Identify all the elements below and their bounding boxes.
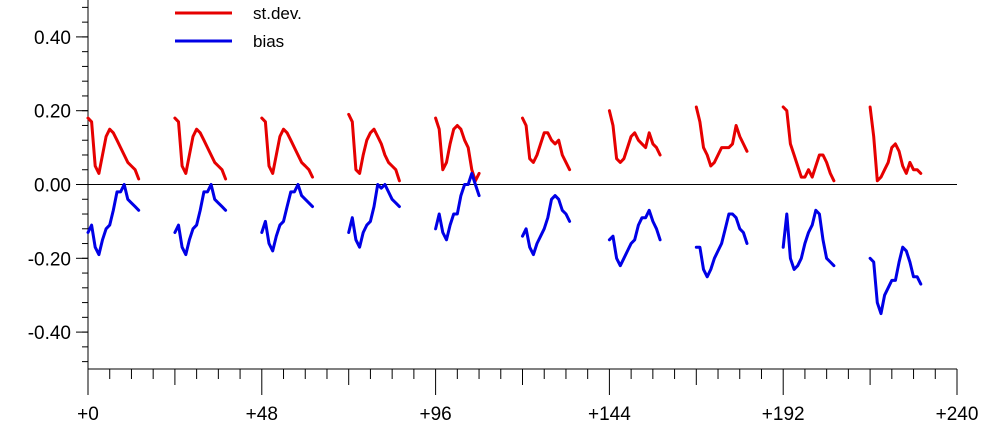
x-tick-label: +240 — [936, 404, 979, 423]
y-tick-label: 0.20 — [34, 102, 71, 123]
series-line-bias — [434, 171, 481, 242]
y-tick-label: 0.40 — [34, 28, 71, 49]
series-line-bias — [868, 245, 923, 316]
series-lines — [86, 105, 923, 316]
y-tick-label: -0.40 — [28, 323, 71, 344]
legend: st.dev. bias — [175, 4, 302, 51]
x-tick-label: +48 — [246, 404, 278, 423]
x-tick-label: +192 — [762, 404, 805, 423]
series-line-bias — [607, 208, 662, 268]
series-line-stdev — [260, 116, 314, 179]
series-line-stdev — [781, 105, 836, 183]
series-line-stdev — [607, 109, 662, 164]
series-line-stdev — [521, 116, 572, 172]
x-tick-label: +0 — [77, 404, 99, 423]
x-tick-label: +144 — [588, 404, 631, 423]
y-tick-label: -0.20 — [28, 249, 71, 270]
series-line-bias — [694, 212, 749, 279]
series-line-bias — [260, 183, 314, 253]
series-line-stdev — [694, 105, 749, 168]
series-line-stdev — [347, 112, 401, 183]
x-tick-label: +96 — [419, 404, 451, 423]
series-line-stdev — [868, 105, 923, 183]
series-line-stdev — [173, 116, 228, 181]
legend-label-stdev: st.dev. — [253, 4, 302, 23]
series-line-stdev — [86, 116, 141, 181]
series-line-bias — [521, 194, 572, 257]
series-line-bias — [347, 183, 401, 249]
legend-label-bias: bias — [253, 32, 284, 51]
y-tick-label: 0.00 — [34, 176, 71, 197]
axes: -0.40 -0.20 0.00 0.20 0.40 +0 +48 +96 +144 +192 +2… — [28, 0, 979, 423]
series-line-stdev — [434, 116, 481, 183]
series-line-bias — [173, 183, 228, 257]
series-line-bias — [86, 183, 141, 257]
series-line-bias — [781, 208, 836, 271]
